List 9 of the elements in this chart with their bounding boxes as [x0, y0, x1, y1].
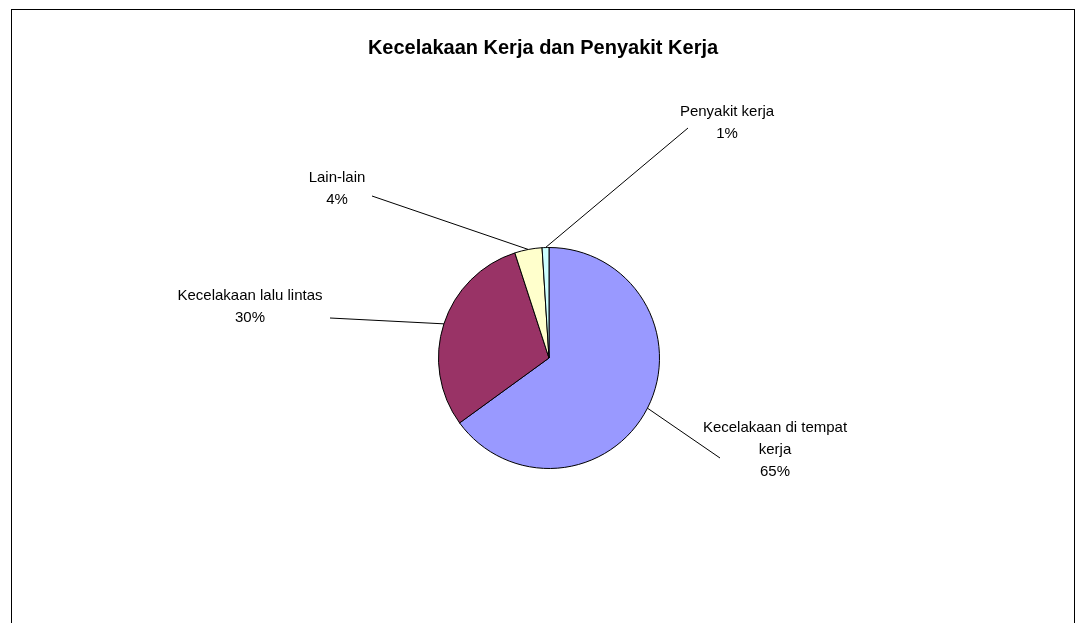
- slice-label: Kecelakaan di tempat kerja: [702, 418, 848, 458]
- slice-label: Kecelakaan lalu lintas: [177, 286, 323, 304]
- data-label: 30%: [234, 308, 266, 326]
- slice-label: Penyakit kerja: [679, 102, 775, 120]
- chart-title: Kecelakaan Kerja dan Penyakit Kerja: [367, 35, 719, 58]
- data-label: 1%: [716, 124, 738, 142]
- slice-label: Lain-lain: [308, 168, 366, 186]
- data-label: 65%: [759, 462, 791, 480]
- data-label: 4%: [326, 190, 348, 208]
